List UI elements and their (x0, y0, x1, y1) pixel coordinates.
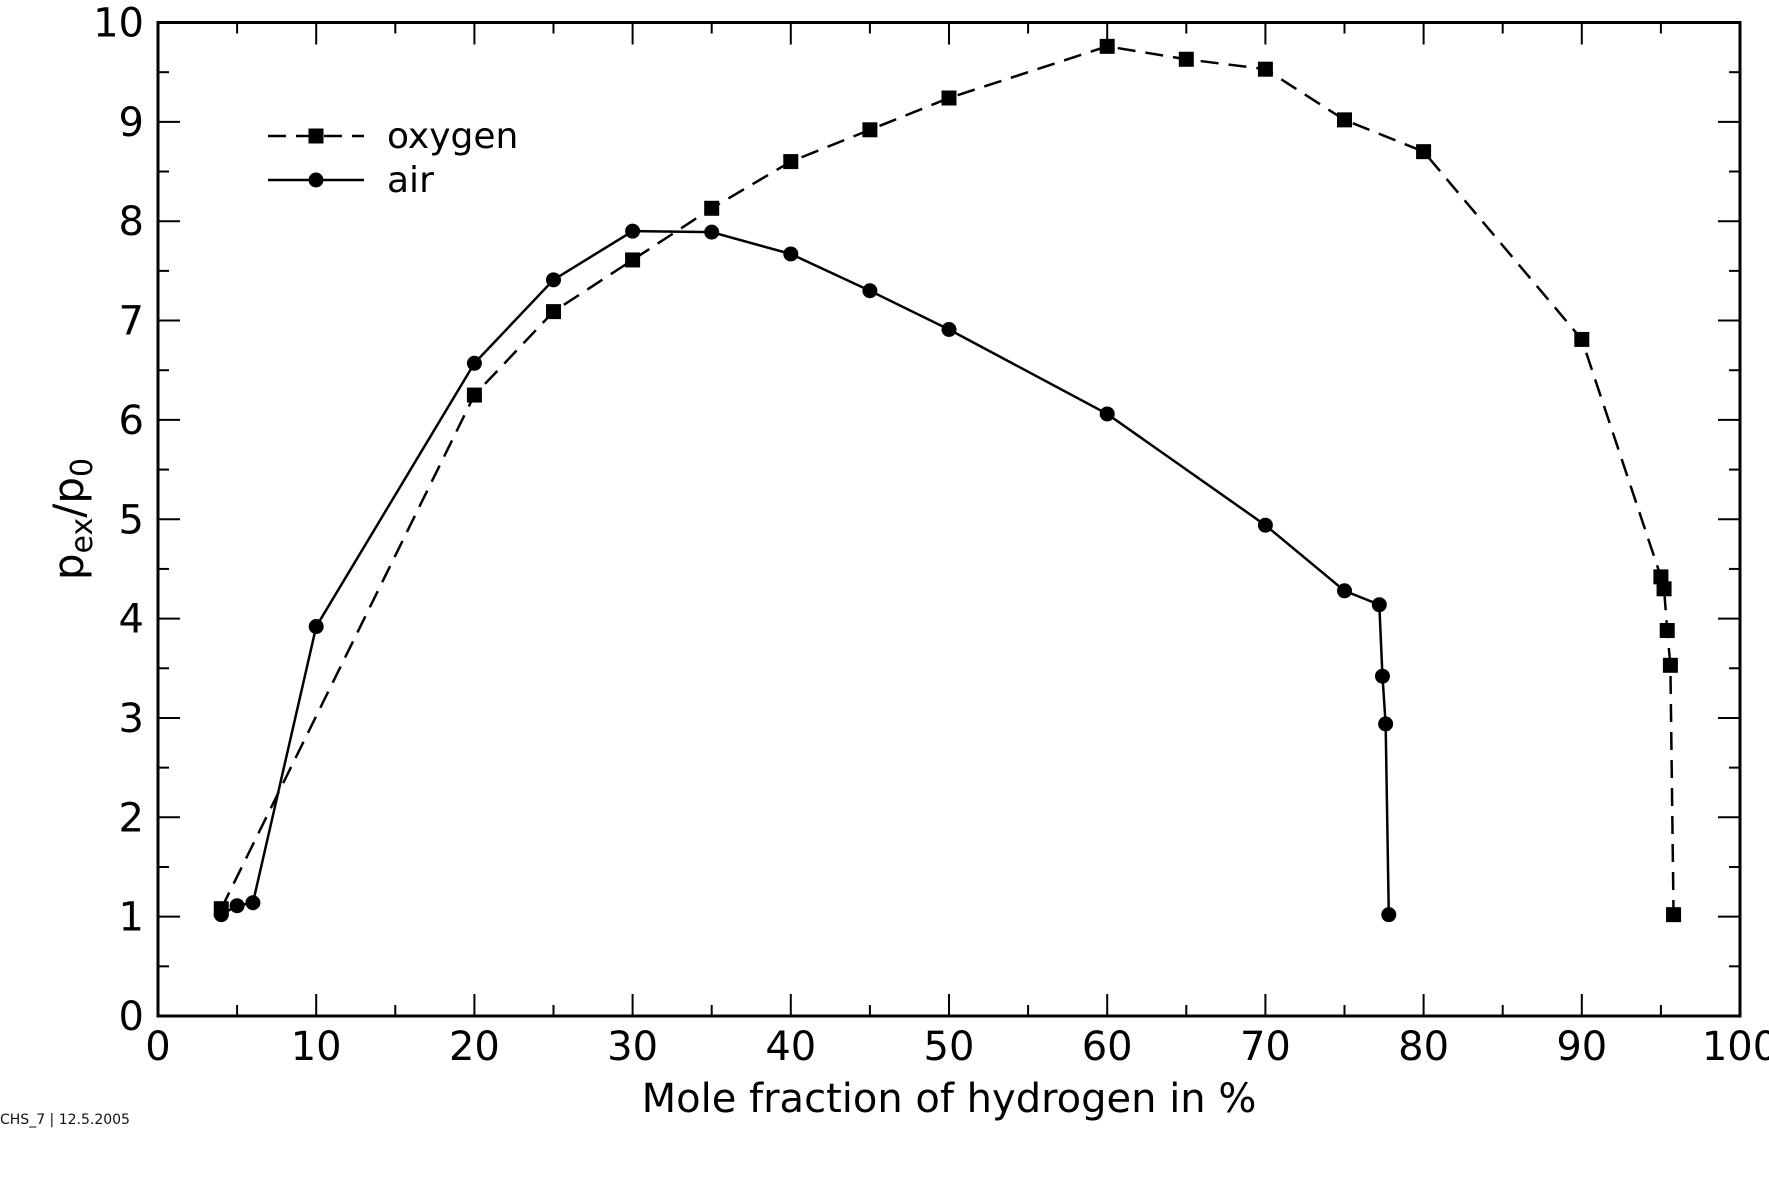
air-point (245, 895, 261, 911)
air-point (213, 907, 229, 923)
oxygen-point (1666, 907, 1682, 923)
oxygen-point (1656, 581, 1672, 597)
legend-oxygen-label: oxygen (387, 116, 518, 157)
x-tick-label: 80 (1398, 1024, 1449, 1070)
air-line (220, 229, 1391, 916)
plot-frame (156, 21, 1742, 1018)
oxygen-point (1662, 657, 1678, 673)
oxygen-point (625, 252, 641, 268)
air-point (1381, 907, 1397, 923)
y-tick-label: 6 (119, 398, 144, 444)
x-tick-label: 10 (291, 1024, 342, 1070)
air-point (783, 246, 799, 262)
air-point (862, 283, 878, 299)
x-tick-label: 20 (449, 1024, 500, 1070)
oxygen-point (704, 200, 720, 216)
legend-air-marker (308, 172, 324, 188)
oxygen-point (1416, 144, 1432, 160)
air-point (1099, 406, 1115, 422)
y-tick-label: 8 (119, 199, 144, 245)
air-point (1371, 597, 1387, 613)
y-axis-label: pex/p0 (44, 458, 100, 580)
y-tick-label: 7 (119, 299, 144, 345)
air-point (625, 223, 641, 239)
air-point (1374, 668, 1390, 684)
y-tick-label: 1 (119, 895, 144, 941)
x-axis-label: Mole fraction of hydrogen in % (642, 1076, 1257, 1122)
air-point (704, 224, 720, 240)
footer-note: CHS_7 | 12.5.2005 (0, 1112, 130, 1128)
x-tick-label: 0 (145, 1024, 170, 1070)
y-tick-label: 5 (119, 497, 144, 543)
axis-ticks: 0 10 20 30 40 50 60 70 80 90 100 0 1 2 3 4 5 6 7 8 9 10 (93, 1, 1769, 1071)
air-point (308, 619, 324, 635)
y-tick-label: 2 (119, 795, 144, 841)
y-tick-label: 0 (119, 994, 144, 1040)
air-point (1337, 583, 1352, 599)
x-tick-label: 70 (1240, 1024, 1291, 1070)
air-point (941, 321, 957, 337)
oxygen-point (1337, 112, 1352, 128)
x-tick-label: 100 (1702, 1024, 1769, 1070)
oxygen-point (1653, 569, 1669, 585)
x-tick-label: 30 (607, 1024, 658, 1070)
x-tick-label: 40 (765, 1024, 816, 1070)
y-tick-label: 9 (119, 100, 144, 146)
oxygen-point (1659, 623, 1675, 639)
air-point (546, 272, 561, 288)
x-tick-label: 50 (924, 1024, 975, 1070)
oxygen-point (862, 122, 878, 138)
air-point (229, 898, 245, 914)
oxygen-point (1257, 61, 1273, 77)
oxygen-point (783, 154, 799, 170)
air-point (1257, 517, 1273, 533)
y-tick-label: 3 (119, 696, 144, 742)
air-point (466, 355, 482, 371)
series-layer (213, 38, 1682, 923)
x-tick-label: 90 (1556, 1024, 1607, 1070)
x-tick-label: 60 (1082, 1024, 1133, 1070)
oxygen-point (466, 387, 482, 403)
legend-air-label: air (387, 160, 434, 201)
oxygen-point (941, 90, 957, 106)
oxygen-point (1099, 38, 1115, 54)
air-point (1378, 716, 1394, 732)
oxygen-line (220, 45, 1675, 915)
legend-oxygen-marker (308, 128, 324, 144)
oxygen-point (1574, 331, 1590, 347)
oxygen-point (1178, 51, 1194, 67)
y-tick-label: 4 (119, 597, 144, 643)
oxygen-point (546, 304, 561, 320)
y-tick-label: 10 (93, 1, 144, 47)
